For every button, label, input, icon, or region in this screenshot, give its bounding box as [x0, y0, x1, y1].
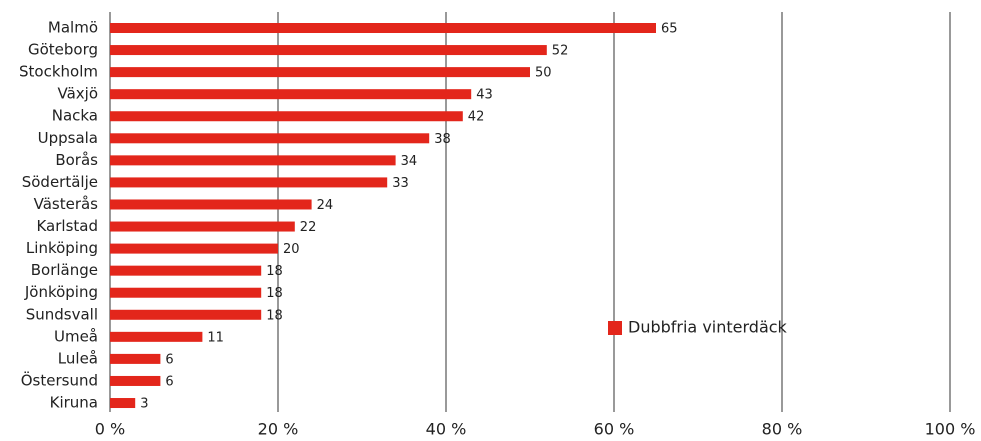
bar — [110, 353, 161, 364]
category-label: Umeå — [54, 327, 98, 345]
data-label: 38 — [434, 132, 451, 147]
category-label: Nacka — [52, 107, 98, 125]
bar — [110, 23, 656, 33]
category-label: Borlänge — [31, 261, 98, 279]
bar — [110, 45, 547, 56]
category-label: Kiruna — [50, 394, 98, 412]
category-label: Västerås — [34, 195, 99, 213]
bar — [110, 177, 388, 188]
x-tick-label: 80 % — [762, 420, 803, 439]
bar — [110, 89, 472, 100]
bar — [110, 243, 278, 254]
category-label: Östersund — [21, 370, 98, 389]
bar — [110, 155, 396, 166]
data-label: 43 — [476, 88, 493, 103]
legend-label: Dubbfria vinterdäck — [628, 318, 788, 337]
category-label: Jönköping — [24, 283, 98, 301]
data-label: 6 — [165, 352, 173, 367]
category-label: Södertälje — [22, 173, 98, 191]
category-label: Växjö — [57, 85, 98, 103]
legend-swatch — [608, 321, 622, 335]
bar — [110, 265, 262, 276]
x-tick-label: 60 % — [594, 420, 635, 439]
data-label: 42 — [468, 110, 485, 125]
data-label: 20 — [283, 242, 300, 257]
bar — [110, 67, 530, 78]
data-label: 22 — [300, 220, 317, 235]
data-label: 18 — [266, 286, 283, 301]
data-label: 24 — [317, 198, 334, 213]
data-label: 50 — [535, 66, 552, 81]
category-label: Uppsala — [38, 129, 98, 147]
data-label: 6 — [165, 374, 173, 389]
data-label: 65 — [661, 22, 678, 37]
data-label: 34 — [401, 154, 418, 169]
x-tick-label: 100 % — [925, 420, 976, 439]
bar — [110, 133, 430, 144]
data-label: 11 — [207, 330, 224, 345]
x-tick-label: 20 % — [258, 420, 299, 439]
bar — [110, 331, 203, 342]
x-tick-label: 0 % — [95, 420, 125, 439]
x-tick-label: 40 % — [426, 420, 467, 439]
bar — [110, 398, 136, 409]
category-label: Malmö — [48, 19, 98, 37]
bar — [110, 375, 161, 386]
data-label: 33 — [392, 176, 409, 191]
bar — [110, 111, 463, 122]
bar — [110, 309, 262, 320]
category-label: Borås — [55, 151, 98, 169]
category-label: Sundsvall — [26, 305, 98, 323]
category-label: Luleå — [58, 349, 98, 367]
category-label: Stockholm — [19, 63, 98, 81]
bar — [110, 221, 295, 232]
data-label: 3 — [140, 397, 148, 412]
data-label: 52 — [552, 44, 569, 59]
data-label: 18 — [266, 264, 283, 279]
bar — [110, 287, 262, 298]
data-label: 18 — [266, 308, 283, 323]
category-label: Linköping — [26, 239, 98, 257]
category-label: Karlstad — [36, 217, 98, 235]
bar — [110, 199, 312, 210]
category-label: Göteborg — [28, 41, 98, 59]
